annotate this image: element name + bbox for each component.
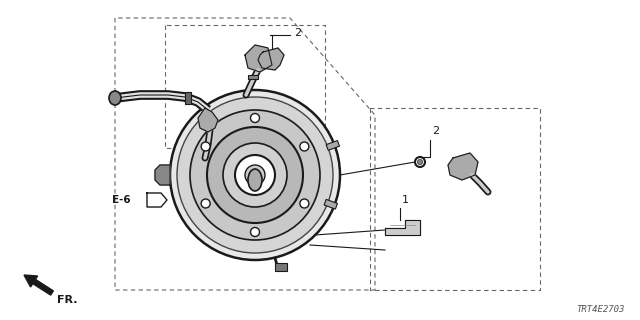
Text: TRT4E2703: TRT4E2703 [577,305,625,314]
Circle shape [201,199,210,208]
Circle shape [190,110,320,240]
Polygon shape [147,193,167,207]
Polygon shape [448,153,478,180]
Polygon shape [198,108,218,132]
Circle shape [170,90,340,260]
Bar [326,140,339,150]
Circle shape [415,157,425,167]
Circle shape [300,199,309,208]
Circle shape [300,142,309,151]
Bar [248,75,258,79]
Circle shape [177,97,333,253]
Circle shape [223,143,287,207]
Polygon shape [258,48,284,70]
Circle shape [250,114,259,123]
Ellipse shape [109,91,121,105]
FancyArrow shape [24,275,53,295]
Text: 1: 1 [402,195,409,205]
Bar [185,92,191,104]
Polygon shape [385,220,420,235]
Text: 2: 2 [294,28,301,38]
Polygon shape [155,165,170,185]
Circle shape [207,127,303,223]
Text: 2: 2 [432,126,439,136]
Circle shape [245,165,265,185]
Polygon shape [245,45,272,72]
Text: E-6: E-6 [112,195,131,205]
Bar [275,263,287,271]
Ellipse shape [248,169,262,191]
Circle shape [417,159,422,164]
Circle shape [235,155,275,195]
Bar [324,199,337,209]
Circle shape [250,228,259,236]
Circle shape [201,142,210,151]
Text: FR.: FR. [57,295,77,305]
